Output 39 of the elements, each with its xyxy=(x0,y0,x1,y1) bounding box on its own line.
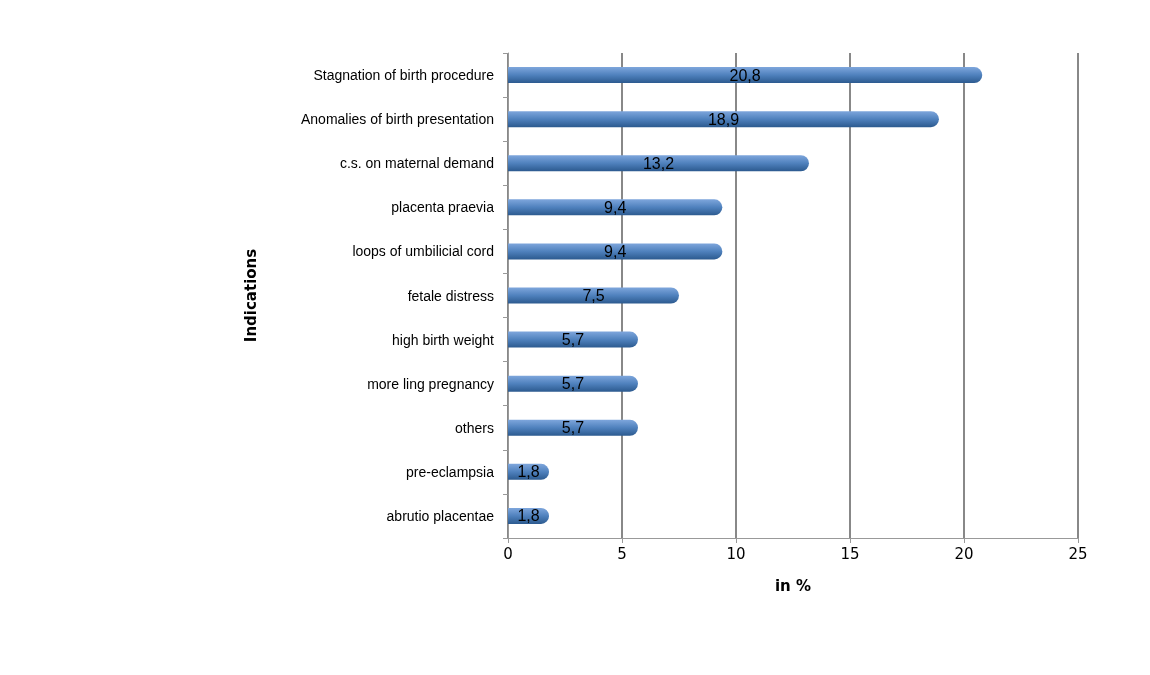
x-tick-label: 0 xyxy=(503,544,513,563)
data-label: 1,8 xyxy=(517,463,540,481)
y-tick-label: others xyxy=(455,419,494,436)
x-tick-label: 25 xyxy=(1068,544,1088,563)
bar xyxy=(508,375,638,392)
data-label: 20,8 xyxy=(729,66,761,84)
bar xyxy=(508,111,939,128)
bar xyxy=(508,67,983,84)
x-tick-label: 15 xyxy=(840,544,860,563)
bar xyxy=(508,199,723,216)
y-axis-title: Indications xyxy=(241,248,260,343)
data-label: 1,8 xyxy=(517,507,540,525)
data-label: 5,7 xyxy=(561,419,585,437)
x-tick-label: 20 xyxy=(954,544,974,563)
data-label: 13,2 xyxy=(642,154,675,172)
x-tick-label: 10 xyxy=(726,544,746,563)
x-axis-title: in % xyxy=(774,576,812,595)
y-tick-label: abrutio placentae xyxy=(386,507,495,524)
data-label: 5,7 xyxy=(561,375,585,393)
y-tick-label: Stagnation of birth procedure xyxy=(313,67,495,84)
y-tick-label: loops of umbilicial cord xyxy=(352,243,494,260)
data-label: 7,5 xyxy=(582,287,605,304)
y-tick-label: high birth weight xyxy=(392,331,495,348)
y-tick-label: fetale distress xyxy=(407,287,494,304)
bar xyxy=(508,419,638,436)
y-tick-label: c.s. on maternal demand xyxy=(339,155,494,172)
bar xyxy=(508,243,723,260)
bar xyxy=(508,287,679,304)
data-label: 9,4 xyxy=(604,198,627,216)
data-label: 9,4 xyxy=(604,242,627,260)
bar xyxy=(508,331,638,348)
data-label: 5,7 xyxy=(561,331,585,349)
x-tick-label: 5 xyxy=(617,544,627,563)
y-tick-label: Anomalies of birth presentation xyxy=(301,111,494,128)
data-label: 18,9 xyxy=(707,110,740,128)
bar xyxy=(508,155,809,172)
y-tick-label: placenta praevia xyxy=(391,199,495,216)
y-tick-label: more ling pregnancy xyxy=(367,375,494,392)
y-tick-label: pre-eclampsia xyxy=(406,463,495,480)
